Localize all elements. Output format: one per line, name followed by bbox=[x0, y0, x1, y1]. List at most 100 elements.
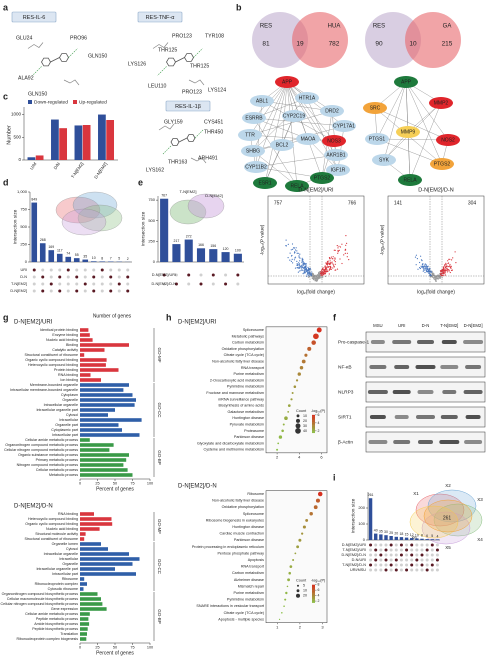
volcano-point bbox=[330, 262, 332, 264]
venn-set bbox=[55, 196, 101, 224]
bar bbox=[80, 617, 89, 621]
volcano-point bbox=[332, 256, 334, 258]
volcano-point bbox=[448, 269, 450, 271]
node-label: NOS2 bbox=[441, 138, 455, 144]
matrix-dot bbox=[430, 553, 434, 557]
matrix-dot bbox=[224, 273, 228, 277]
volcano-point bbox=[294, 267, 297, 269]
volcano-point bbox=[427, 268, 429, 271]
network-node bbox=[285, 180, 309, 192]
matrix-dot bbox=[435, 563, 439, 567]
bar bbox=[80, 343, 129, 347]
residue-label: LEU110 bbox=[148, 83, 166, 89]
blot-band bbox=[392, 340, 412, 344]
volcano-point bbox=[324, 269, 326, 271]
kegg-term: Cysteine and methionine metabolism bbox=[204, 448, 264, 452]
node-label: ABL1 bbox=[256, 99, 268, 105]
volcano-point bbox=[287, 257, 289, 259]
go-term: Structural molecule activity bbox=[35, 532, 78, 536]
volcano-point bbox=[338, 249, 340, 251]
volcano-point bbox=[449, 258, 451, 260]
venn-label: X6 bbox=[411, 535, 417, 540]
volcano-point bbox=[440, 273, 442, 276]
blot-band bbox=[370, 340, 385, 344]
dot bbox=[301, 359, 306, 364]
lane-label: T-N[EM2] bbox=[440, 323, 458, 328]
kegg-term: Oxidative phosphorylation bbox=[222, 347, 264, 351]
molecule bbox=[59, 53, 69, 62]
bar bbox=[51, 119, 59, 160]
complex-title: RES-IL-6 bbox=[23, 15, 46, 21]
y-tick-label: 250 bbox=[148, 238, 155, 243]
colorbar-label: 2 bbox=[318, 599, 320, 603]
volcano-point bbox=[334, 249, 336, 251]
set-label: URI/MSU bbox=[350, 568, 366, 572]
network-edge bbox=[253, 117, 345, 127]
dot bbox=[278, 435, 283, 439]
volcano-point bbox=[293, 247, 295, 249]
blot-band bbox=[392, 390, 411, 394]
go-term: Organelle part bbox=[55, 423, 78, 427]
volcano-point bbox=[420, 265, 422, 267]
volcano-point bbox=[425, 267, 427, 269]
set-label: D-N bbox=[20, 275, 27, 279]
matrix-dot bbox=[374, 543, 378, 547]
volcano-point bbox=[292, 248, 294, 250]
bond bbox=[68, 48, 78, 58]
go-term: Catalytic activity bbox=[52, 348, 78, 352]
x-tick-label: 100 bbox=[147, 482, 153, 486]
go-term: Intracellular membrane-bounded organelle bbox=[10, 388, 78, 392]
go-term: Ribonucleoprotein complex biogenesis bbox=[16, 637, 78, 641]
colorbar bbox=[312, 418, 315, 421]
venn-set bbox=[61, 208, 107, 236]
volcano-point bbox=[421, 263, 423, 265]
volcano-point bbox=[301, 266, 304, 268]
go-term: Ion binding bbox=[60, 378, 78, 382]
matrix-dot bbox=[399, 548, 403, 552]
volcano-point bbox=[445, 263, 447, 265]
protein-label: SIRT1 bbox=[338, 414, 352, 420]
bar-label: 169 bbox=[48, 245, 54, 249]
matrix-dot bbox=[425, 548, 429, 552]
volcano-point bbox=[303, 272, 305, 274]
volcano-point bbox=[322, 273, 325, 275]
x-axis-label: log₂(fold change) bbox=[417, 289, 455, 295]
volcano-point bbox=[348, 259, 350, 261]
volcano-point bbox=[321, 271, 324, 273]
dot bbox=[315, 498, 320, 503]
colorbar-label: 6 bbox=[318, 413, 320, 417]
go-term: Nucleic acid binding bbox=[46, 527, 78, 531]
dot bbox=[305, 518, 309, 522]
volcano-point bbox=[428, 271, 430, 273]
volcano-point bbox=[339, 246, 342, 248]
x-tick-label: 50 bbox=[113, 482, 117, 486]
network-node bbox=[365, 133, 389, 145]
volcano-point bbox=[303, 264, 305, 266]
dot bbox=[290, 398, 293, 401]
volcano-point bbox=[333, 249, 335, 251]
matrix-dot bbox=[75, 282, 79, 286]
bar-label: 40 bbox=[374, 529, 378, 533]
blot-band bbox=[439, 440, 460, 444]
node-label: PTGS1 bbox=[369, 137, 386, 143]
y-axis-label: Intersection size bbox=[350, 498, 356, 533]
legend-label: 40 bbox=[303, 429, 307, 433]
volcano-point bbox=[308, 271, 310, 273]
colorbar bbox=[312, 423, 315, 426]
network-node bbox=[242, 112, 266, 124]
panel-title: D-N[EM2]/URI bbox=[14, 320, 53, 326]
matrix-dot bbox=[420, 543, 424, 547]
matrix-dot bbox=[379, 543, 383, 547]
volcano-point bbox=[297, 267, 299, 269]
dot bbox=[281, 429, 284, 433]
volcano-point bbox=[290, 249, 292, 251]
network-edge bbox=[286, 81, 345, 127]
volcano-point bbox=[322, 267, 324, 269]
blot-band bbox=[394, 415, 409, 419]
volcano-point bbox=[335, 269, 337, 271]
dot bbox=[313, 333, 319, 340]
matrix-dot bbox=[415, 563, 419, 567]
network-edge bbox=[249, 81, 288, 136]
bar-label: 7 bbox=[110, 256, 112, 260]
volcano-point bbox=[343, 254, 345, 256]
